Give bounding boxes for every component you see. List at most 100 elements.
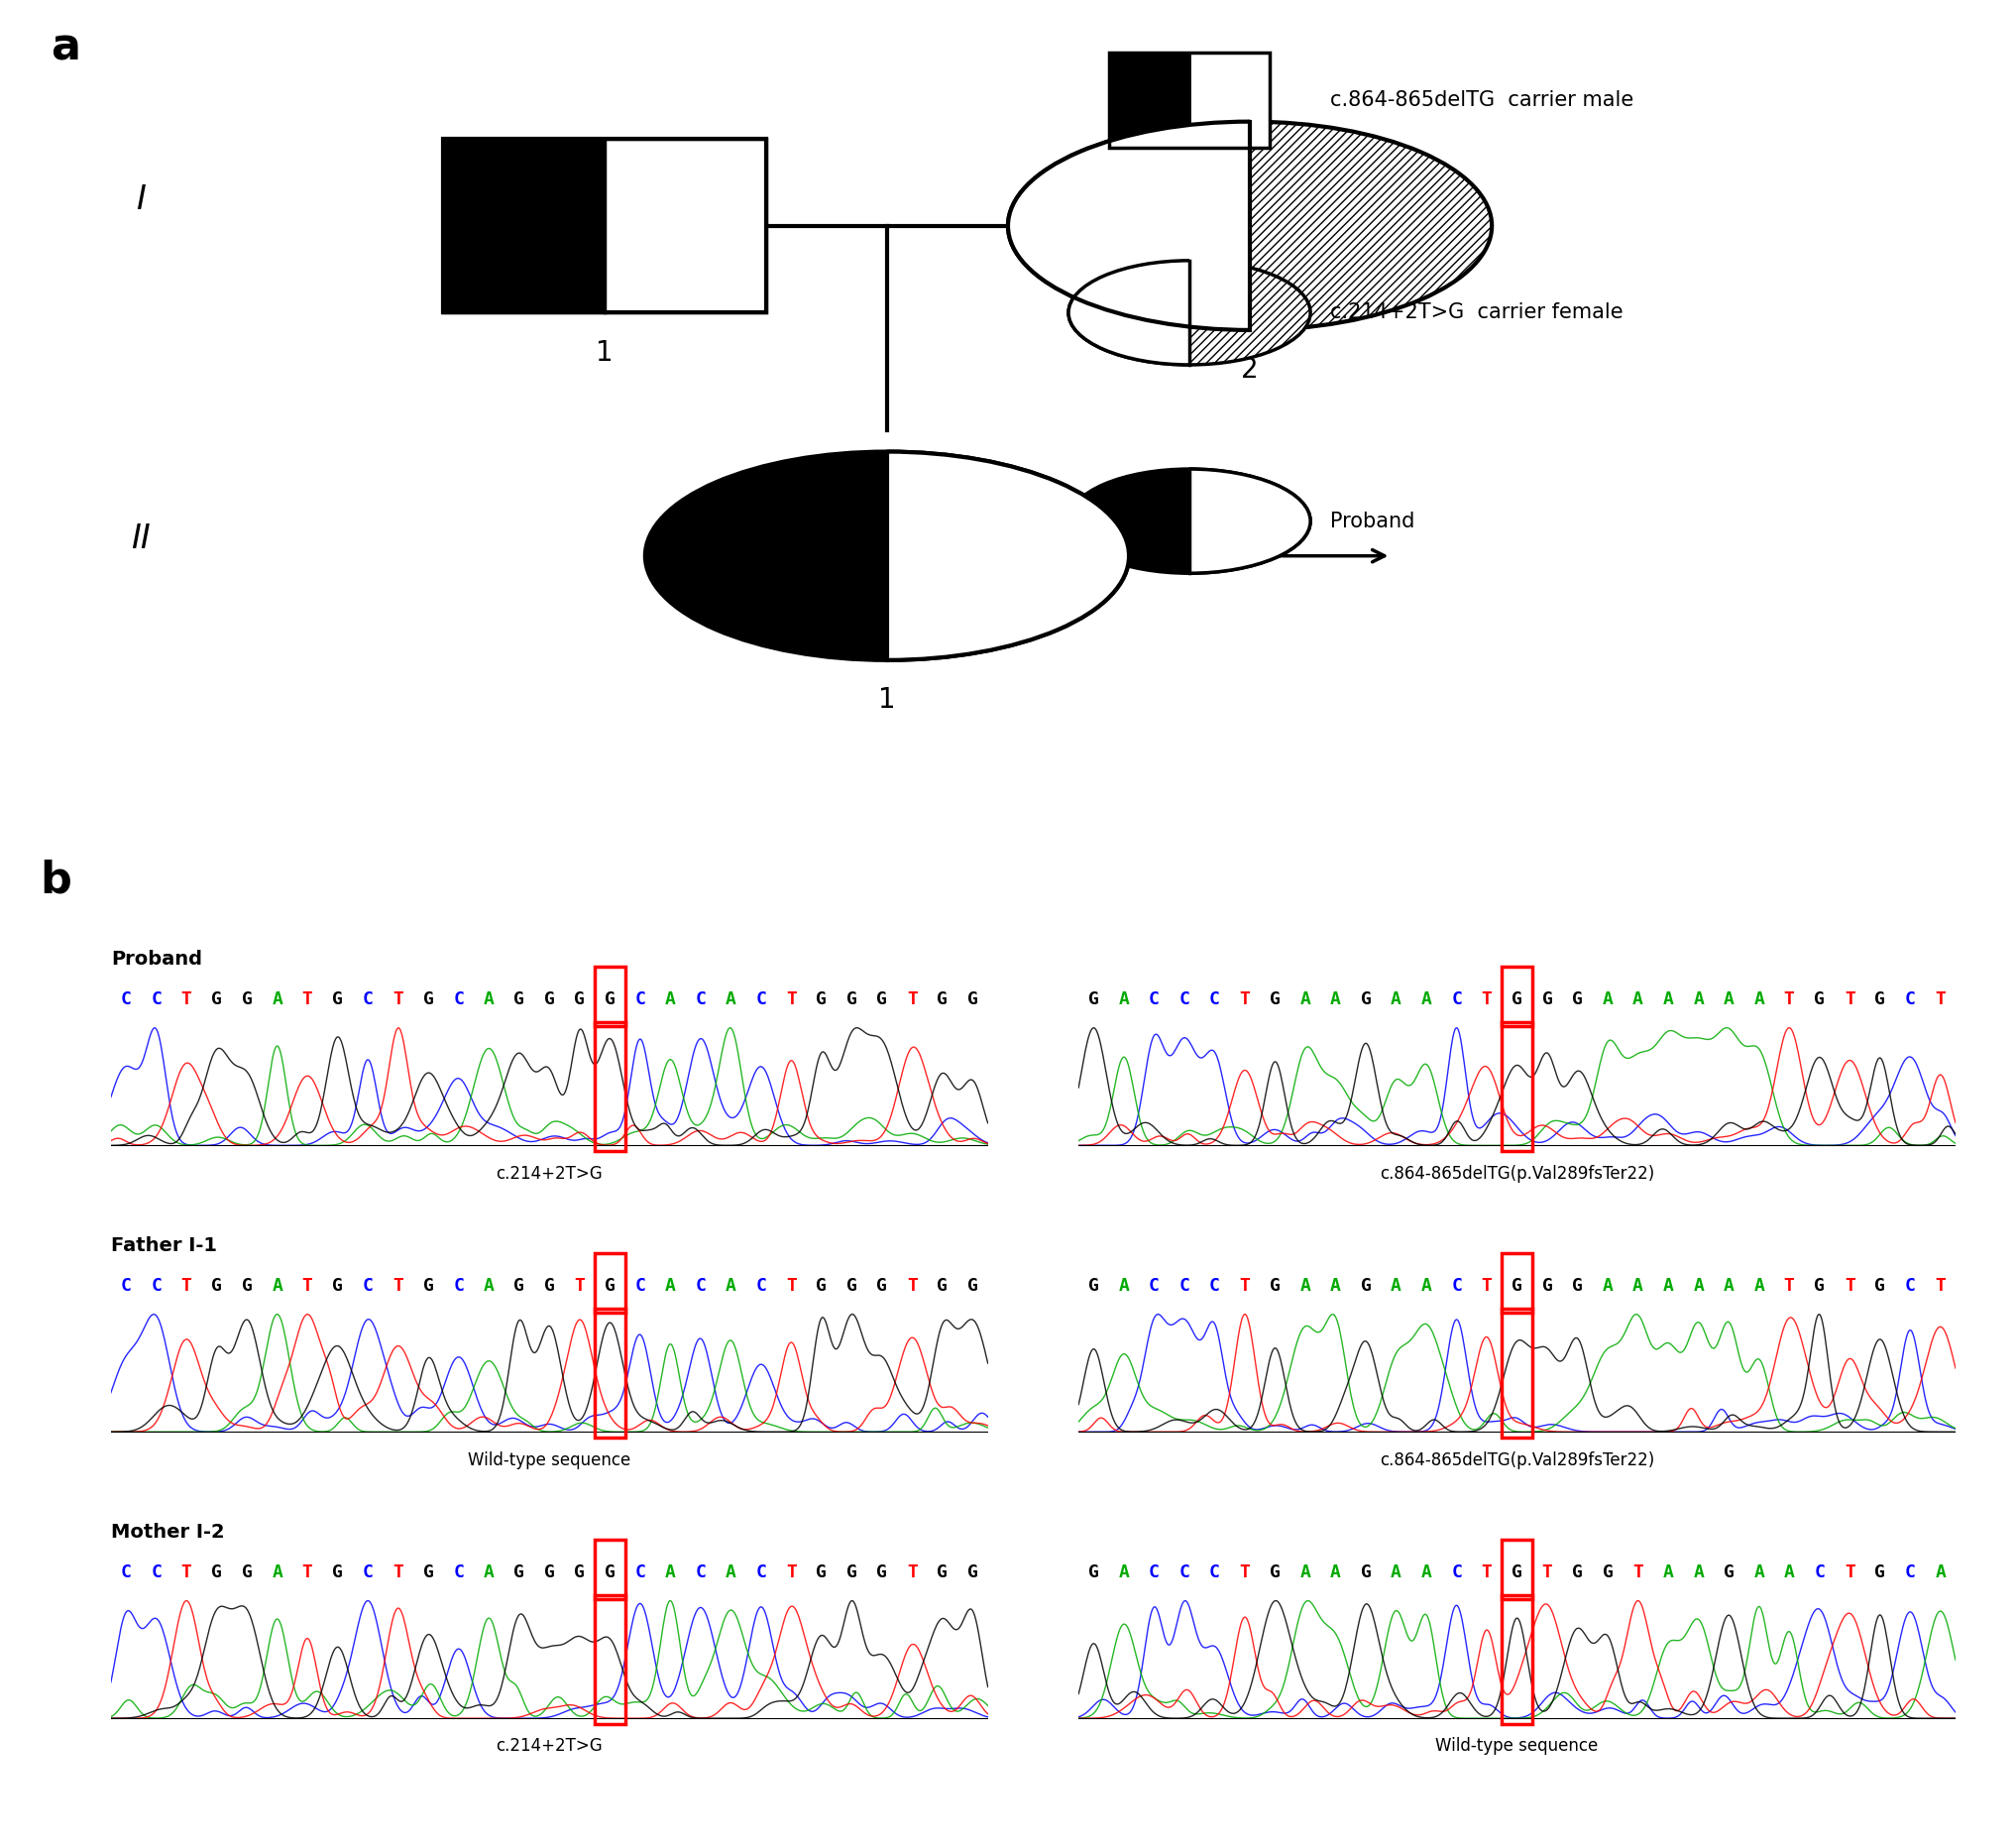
Text: A: A [1391,1563,1401,1580]
Text: A: A [665,991,675,1009]
Text: A: A [1300,991,1310,1009]
Text: G: G [242,991,252,1009]
Bar [1189,52,1270,148]
Text: A: A [665,1277,675,1295]
Bar [595,1539,625,1599]
Circle shape [1008,122,1492,331]
Text: C: C [121,1563,131,1580]
Text: T: T [1542,1563,1552,1580]
Bar [595,1022,625,1151]
Text: G: G [1875,1563,1885,1580]
Text: C: C [1814,1563,1824,1580]
Text: G: G [242,1563,252,1580]
Polygon shape [1008,122,1250,331]
Polygon shape [1189,469,1310,573]
Text: T: T [786,1563,796,1580]
Text: G: G [1542,991,1552,1009]
Text: T: T [1240,991,1250,1009]
Text: C: C [1905,991,1915,1009]
Text: G: G [514,991,524,1009]
Text: A: A [484,1563,494,1580]
Text: G: G [968,1277,978,1295]
Text: Wild-type sequence: Wild-type sequence [468,1451,631,1469]
Text: A: A [1693,1277,1704,1295]
Text: A: A [272,991,282,1009]
Bar [1109,52,1270,148]
Text: Wild-type sequence: Wild-type sequence [1435,1737,1599,1756]
Text: A: A [1663,991,1673,1009]
Text: T: T [1482,991,1492,1009]
Bar [1109,52,1189,148]
Polygon shape [887,451,1129,660]
Text: G: G [1542,1277,1552,1295]
Text: G: G [816,1277,827,1295]
Text: G: G [877,991,887,1009]
Text: A: A [1603,991,1613,1009]
Bar [595,1253,625,1312]
Text: G: G [423,991,433,1009]
Text: T: T [302,991,312,1009]
Text: A: A [272,1563,282,1580]
Text: T: T [181,991,192,1009]
Bar [605,139,766,312]
Text: G: G [212,1277,222,1295]
Circle shape [1068,261,1310,364]
Text: c.864-865delTG  carrier male: c.864-865delTG carrier male [1331,91,1635,109]
Text: G: G [1603,1563,1613,1580]
Text: A: A [484,1277,494,1295]
Text: G: G [1512,1563,1522,1580]
Text: A: A [1633,1277,1643,1295]
Text: G: G [877,1277,887,1295]
Text: c.214+2T>G: c.214+2T>G [496,1737,603,1756]
Text: G: G [968,1563,978,1580]
Text: G: G [1361,991,1371,1009]
Text: G: G [1270,991,1280,1009]
Text: G: G [1361,1277,1371,1295]
Text: G: G [212,991,222,1009]
Text: G: G [1814,991,1824,1009]
Text: C: C [1210,1277,1220,1295]
Text: G: G [423,1277,433,1295]
Text: G: G [1270,1563,1280,1580]
Text: G: G [968,991,978,1009]
Text: G: G [1089,1563,1099,1580]
Text: A: A [1421,1563,1431,1580]
Text: C: C [363,1563,373,1580]
Text: T: T [1845,1563,1855,1580]
Text: G: G [847,991,857,1009]
Bar [595,1595,625,1724]
Text: A: A [1663,1563,1673,1580]
Text: A: A [1391,1277,1401,1295]
Bar [1502,1022,1532,1151]
Text: T: T [907,1563,917,1580]
Text: C: C [1905,1563,1915,1580]
Text: C: C [1905,1277,1915,1295]
Text: A: A [1331,1277,1341,1295]
Circle shape [1068,469,1310,573]
Text: G: G [605,1563,615,1580]
Bar [1502,967,1532,1027]
Circle shape [645,451,1129,660]
Text: A: A [1391,991,1401,1009]
Text: T: T [1784,1277,1794,1295]
Text: T: T [1633,1563,1643,1580]
Text: G: G [605,1277,615,1295]
Text: G: G [1814,1277,1824,1295]
Text: G: G [1572,1563,1583,1580]
Text: G: G [937,1563,948,1580]
Text: C: C [1452,1277,1462,1295]
Text: c.864-865delTG(p.Val289fsTer22): c.864-865delTG(p.Val289fsTer22) [1379,1451,1655,1469]
Text: C: C [756,991,766,1009]
Bar [595,967,625,1027]
Text: T: T [393,1277,403,1295]
Text: C: C [151,991,161,1009]
Text: T: T [302,1563,312,1580]
Text: T: T [1482,1277,1492,1295]
Text: A: A [1754,1563,1764,1580]
Text: C: C [454,991,464,1009]
Text: A: A [1119,1277,1129,1295]
Text: G: G [877,1563,887,1580]
Text: T: T [302,1277,312,1295]
Bar [1502,1539,1532,1599]
Text: A: A [1119,1563,1129,1580]
